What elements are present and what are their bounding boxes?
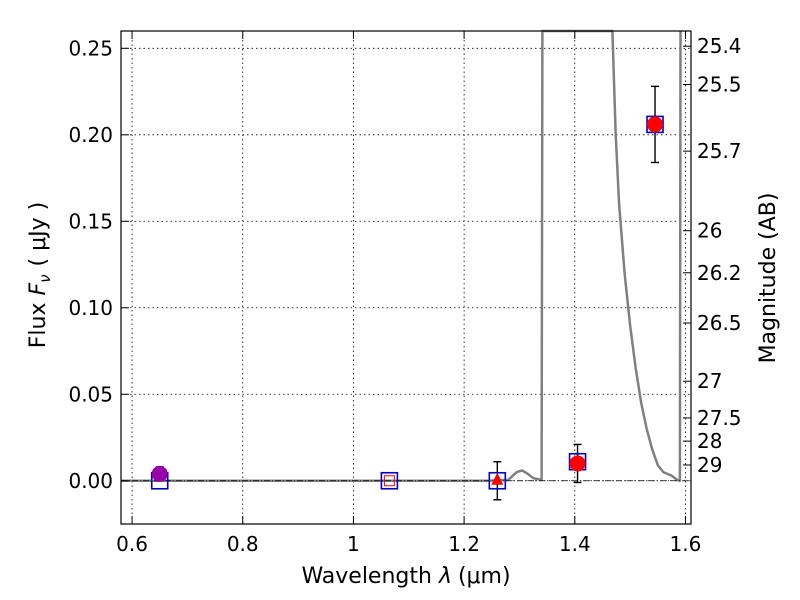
x-tick-label: 1	[347, 532, 360, 556]
x-tick-label: 1.6	[670, 532, 702, 556]
magnitude-tick-label: 26	[697, 219, 722, 243]
model-flux-square	[380, 471, 399, 490]
magnitude-tick-label: 27	[697, 369, 722, 393]
grid-lines	[121, 31, 691, 524]
magnitude-tick-label: 26.5	[697, 311, 742, 335]
observed-flux-circle	[647, 116, 664, 133]
magnitude-tick-label: 27.5	[697, 406, 742, 430]
y-axis-label: Flux Fν( μJy )	[26, 202, 54, 348]
x-axis-label: Wavelength λ (μm)	[301, 564, 510, 589]
axis-ticks	[121, 31, 691, 524]
x-tick-label: 1.2	[448, 532, 480, 556]
magnitude-tick-label: 25.7	[697, 139, 742, 163]
y-tick-label: 0.00	[68, 469, 113, 493]
x-tick-label: 0.6	[116, 532, 148, 556]
observed-flux-circle	[151, 465, 168, 482]
observed-flux-triangle	[491, 472, 504, 485]
y-tick-label: 0.15	[68, 209, 113, 233]
magnitude-tick-label: 28	[697, 429, 722, 453]
y-tick-label: 0.25	[68, 36, 113, 60]
x-tick-label: 1.4	[559, 532, 591, 556]
x-tick-label: 0.8	[227, 532, 259, 556]
observed-flux-circle	[569, 455, 586, 472]
sed-model-curve-layer	[121, 29, 682, 483]
y-tick-label: 0.20	[68, 123, 113, 147]
magnitude-tick-label: 25.4	[697, 34, 742, 58]
sed-model-curve	[121, 29, 682, 483]
small-square-marker	[383, 475, 395, 487]
model-flux-squares	[150, 115, 664, 490]
observed-flux-points	[151, 116, 664, 487]
y-tick-label: 0.05	[68, 382, 113, 406]
magnitude-axis-label: Magnitude (AB)	[756, 193, 781, 364]
magnitude-tick-label: 29	[697, 453, 722, 477]
x-tick-labels: 0.6 0.8 1 1.2 1.4 1.6	[116, 532, 701, 556]
y-tick-label: 0.10	[68, 296, 113, 320]
plot-frame	[120, 30, 692, 525]
error-bars	[155, 85, 660, 501]
y-tick-labels: 0.00 0.05 0.10 0.15 0.20 0.25	[68, 36, 113, 492]
magnitude-tick-label: 25.5	[697, 72, 742, 96]
magnitude-tick-label: 26.2	[697, 261, 742, 285]
